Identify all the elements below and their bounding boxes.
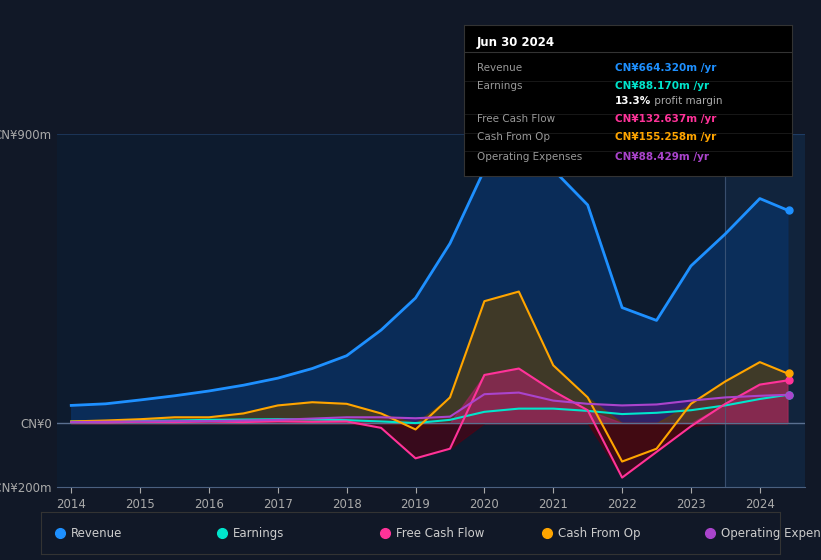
Text: Free Cash Flow: Free Cash Flow <box>396 527 484 540</box>
Text: Earnings: Earnings <box>233 527 285 540</box>
Text: Operating Expenses: Operating Expenses <box>721 527 821 540</box>
Text: Cash From Op: Cash From Op <box>477 132 550 142</box>
Text: Earnings: Earnings <box>477 81 522 91</box>
Bar <box>726 134 808 487</box>
Text: CN¥664.320m /yr: CN¥664.320m /yr <box>615 63 716 73</box>
Text: CN¥88.429m /yr: CN¥88.429m /yr <box>615 152 709 162</box>
Text: 13.3%: 13.3% <box>615 96 651 106</box>
Text: CN¥155.258m /yr: CN¥155.258m /yr <box>615 132 716 142</box>
Text: Cash From Op: Cash From Op <box>558 527 640 540</box>
Text: profit margin: profit margin <box>651 96 722 106</box>
Text: Jun 30 2024: Jun 30 2024 <box>477 36 555 49</box>
Text: Free Cash Flow: Free Cash Flow <box>477 114 555 124</box>
Text: CN¥88.170m /yr: CN¥88.170m /yr <box>615 81 709 91</box>
Text: CN¥132.637m /yr: CN¥132.637m /yr <box>615 114 716 124</box>
Text: Revenue: Revenue <box>71 527 122 540</box>
Text: Operating Expenses: Operating Expenses <box>477 152 582 162</box>
Text: Revenue: Revenue <box>477 63 522 73</box>
